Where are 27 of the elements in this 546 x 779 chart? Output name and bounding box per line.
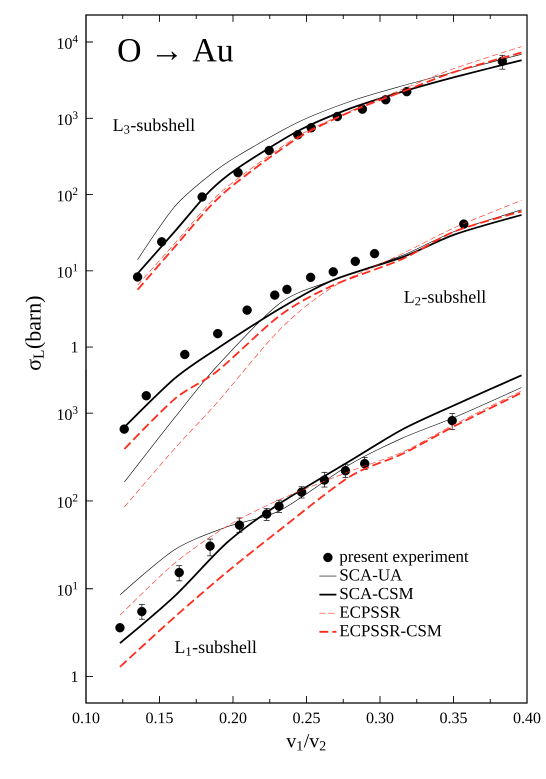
y-tick-label: 10$^{2}$ [58,188,78,202]
y-tick-label: 10$^{2}$ [58,494,78,508]
y-axis-title: σ$_{L}$(barn) [25,296,46,370]
x-tick-label: 0.25 [293,712,320,724]
x-tick-label: 0.40 [514,712,540,724]
legend-label: ECPSSR [340,606,400,618]
y-tick-label: 1 [72,342,78,352]
y-tick-label: 10$^{1}$ [58,264,78,278]
annotation: O → Au [118,38,234,62]
legend-label: SCA-CSM [340,588,414,600]
y-tick-label: 10$^{3}$ [58,406,78,420]
annotation: L$_{1}$-subshell [174,640,257,656]
x-tick-label: 0.35 [440,712,467,724]
x-axis-title: v$_{1}$/v$_{2}$ [286,734,326,750]
y-tick-label: 1 [72,671,78,682]
x-tick-label: 0.15 [146,712,173,724]
y-tick-label: 10$^{3}$ [58,111,78,126]
legend-label: ECPSSR-CSM [340,625,442,636]
x-tick-label: 0.10 [72,712,100,724]
x-tick-label: 0.20 [220,712,246,724]
legend-label: present experiment [340,550,469,566]
legend-label: SCA-UA [340,569,402,581]
annotation: L$_{3}$-subshell [113,118,195,134]
annotation: L$_{2}$-subshell [404,290,486,306]
y-tick-label: 10$^{4}$ [58,35,78,49]
x-tick-label: 0.30 [366,712,394,724]
y-tick-label: 10$^{1}$ [58,582,78,596]
